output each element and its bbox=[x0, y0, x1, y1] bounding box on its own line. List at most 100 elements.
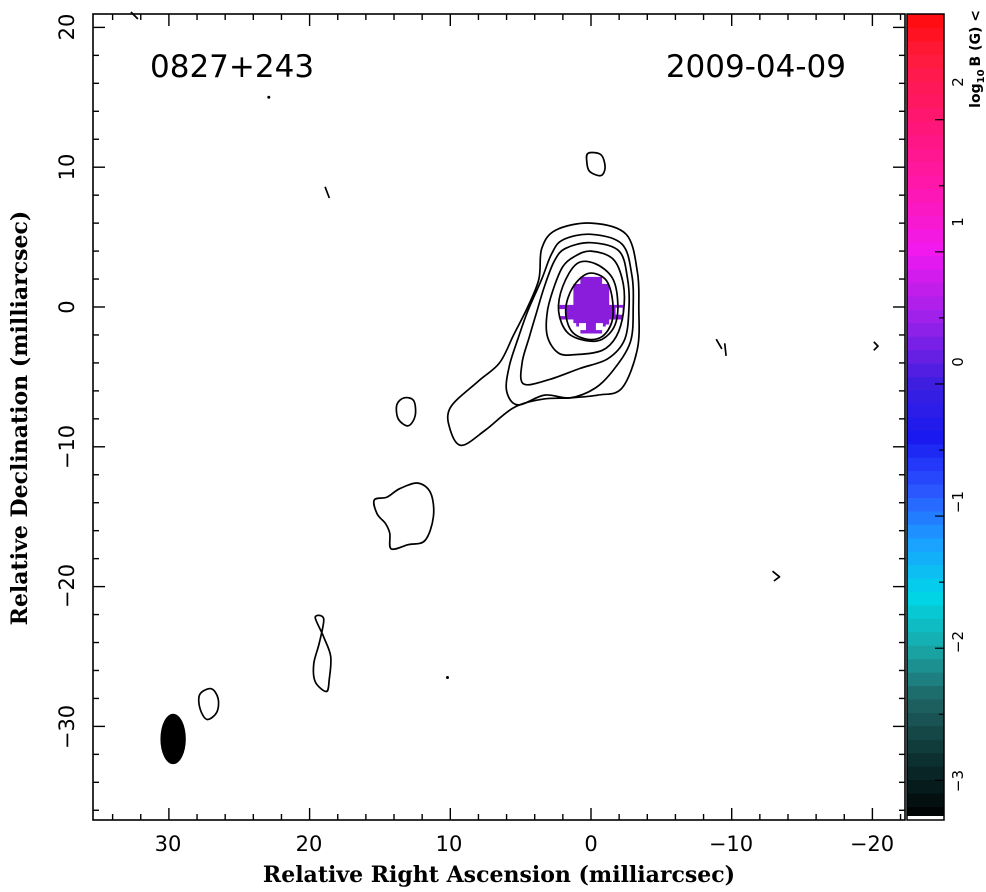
colorbar-band bbox=[907, 228, 944, 243]
x-axis-title: Relative Right Ascension (milliarcsec) bbox=[263, 862, 735, 888]
jet-contour bbox=[372, 482, 435, 551]
colorbar-tick-label: 2 bbox=[949, 77, 967, 87]
magnetic-field-pixel bbox=[587, 297, 596, 306]
magnetic-field-pixel bbox=[601, 297, 610, 306]
colorbar-band bbox=[907, 363, 944, 378]
y-tick-label: −30 bbox=[55, 705, 79, 749]
colorbar-band bbox=[907, 645, 944, 660]
beam-layer bbox=[160, 713, 186, 765]
magnetic-field-gap bbox=[595, 323, 603, 331]
x-tick-labels: 30 20 10 0 −10 −20 bbox=[155, 832, 895, 856]
y-axis-title: Relative Declination (milliarcsec) bbox=[7, 211, 33, 626]
colorbar-tick-label: 0 bbox=[949, 357, 967, 367]
magnetic-field-pixel bbox=[573, 290, 581, 299]
magnetic-field-pixel bbox=[580, 318, 588, 327]
magnetic-field-pixel bbox=[594, 297, 603, 306]
colorbar-band bbox=[907, 296, 944, 310]
core-contour bbox=[557, 260, 619, 343]
x-tick-label: −20 bbox=[850, 832, 894, 856]
colorbar-band bbox=[907, 779, 944, 794]
core-contour bbox=[545, 250, 626, 356]
magnetic-field-pixel bbox=[615, 311, 624, 320]
colorbar-band bbox=[907, 752, 944, 767]
colorbar-band bbox=[907, 175, 944, 190]
colorbar-label-units: B (G) < bbox=[968, 10, 984, 66]
magnetic-field-pixel bbox=[601, 304, 610, 313]
colorbar-band bbox=[907, 443, 944, 458]
magnetic-field-pixel bbox=[573, 311, 581, 320]
plot-frame bbox=[92, 13, 906, 821]
colorbar-tick-label: −3 bbox=[949, 770, 967, 792]
colorbar-band bbox=[907, 578, 944, 593]
core-contour bbox=[505, 233, 635, 406]
colorbar-band bbox=[907, 322, 944, 337]
colorbar-band bbox=[907, 551, 944, 566]
magnetic-field-pixel bbox=[594, 311, 603, 320]
colorbar-band bbox=[907, 67, 944, 82]
colorbar-band bbox=[907, 739, 944, 754]
magnetic-field-pixel bbox=[587, 276, 596, 285]
colorbar-floor bbox=[907, 816, 944, 820]
magnetic-field-pixel bbox=[608, 304, 617, 313]
contour-fragment bbox=[715, 338, 723, 350]
colorbar-band bbox=[907, 457, 944, 472]
colorbar-band bbox=[907, 672, 944, 687]
contour-fragment bbox=[324, 186, 331, 199]
magnetic-field-pixel bbox=[601, 318, 610, 327]
colorbar-band bbox=[907, 255, 944, 270]
colorbar-band bbox=[907, 390, 944, 404]
magnetic-field-pixel bbox=[594, 318, 603, 327]
magnetic-field-pixel bbox=[601, 290, 610, 299]
plot-content bbox=[130, 11, 879, 721]
x-tick-label: 10 bbox=[436, 832, 463, 856]
colorbar-label-log: log bbox=[968, 83, 984, 107]
colorbar-band bbox=[907, 108, 944, 122]
colorbar-band bbox=[907, 685, 944, 700]
colorbar-tick-label: 1 bbox=[949, 217, 967, 227]
core-contour bbox=[446, 222, 640, 447]
colorbar-tick-labels: 2 1 0 −1 −2 −3 bbox=[949, 77, 967, 792]
colorbar-band bbox=[907, 470, 944, 485]
colorbar-band bbox=[907, 591, 944, 606]
colorbar-ticks bbox=[935, 119, 944, 781]
magnetic-field-pixel bbox=[580, 297, 588, 306]
contour-fragment bbox=[771, 570, 781, 582]
colorbar-tick-label: −2 bbox=[949, 631, 967, 653]
contour-speck bbox=[267, 95, 271, 99]
colorbar-bands bbox=[907, 14, 944, 821]
contour-fragment bbox=[723, 343, 727, 356]
jet-contour bbox=[197, 687, 220, 721]
magnetic-field-pixel bbox=[580, 283, 588, 292]
magnetic-field-pixel bbox=[587, 318, 596, 327]
colorbar-label: log10 B (G) < bbox=[968, 10, 986, 108]
contour-fragment bbox=[130, 11, 139, 20]
y-tick-label: 0 bbox=[55, 300, 79, 313]
x-tick-label: −10 bbox=[709, 832, 753, 856]
magnetic-field-pixel bbox=[594, 276, 603, 285]
colorbar-band bbox=[907, 40, 944, 55]
restoring-beam bbox=[160, 713, 186, 765]
epoch-label: 2009-04-09 bbox=[666, 49, 846, 85]
colorbar-band bbox=[907, 511, 944, 525]
colorbar-band bbox=[907, 524, 944, 539]
colorbar-band bbox=[907, 631, 944, 646]
jet-contour bbox=[395, 396, 417, 427]
colorbar-band bbox=[907, 242, 944, 257]
colorbar-label-subscript: 10 bbox=[976, 69, 986, 83]
magnetic-field-gap bbox=[565, 296, 572, 304]
magnetic-field-pixel bbox=[580, 290, 588, 299]
y-tick-label: −10 bbox=[55, 425, 79, 469]
colorbar-band bbox=[907, 94, 944, 109]
colorbar-band bbox=[907, 417, 944, 431]
magnetic-field-pixel bbox=[566, 304, 574, 313]
x-tick-label: 30 bbox=[155, 832, 182, 856]
colorbar-band bbox=[907, 148, 944, 163]
colorbar-band bbox=[907, 14, 944, 28]
colorbar-band bbox=[907, 497, 944, 512]
colorbar-band bbox=[907, 658, 944, 673]
magnetic-field-pixel bbox=[594, 283, 603, 292]
magnetic-field-pixel bbox=[587, 325, 596, 334]
core-contour bbox=[564, 272, 614, 341]
x-tick-label: 0 bbox=[584, 832, 597, 856]
